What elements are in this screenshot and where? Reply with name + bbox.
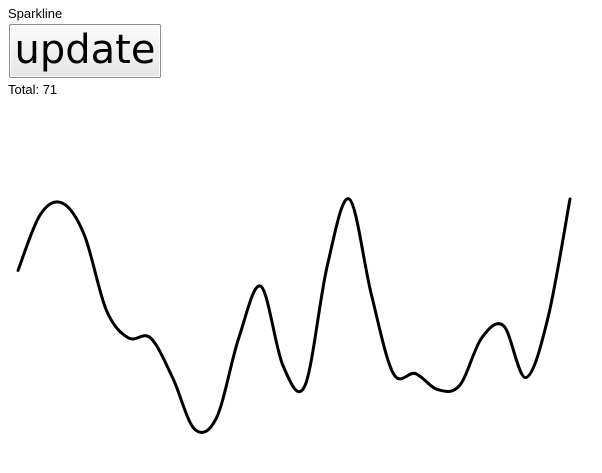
update-button[interactable]: update xyxy=(9,24,161,78)
total-readout: Total: 71 xyxy=(8,82,57,98)
sparkline-series-line xyxy=(16,197,572,434)
total-label: Total: xyxy=(8,82,40,97)
app-title: Sparkline xyxy=(8,6,63,21)
total-value: 71 xyxy=(42,82,58,97)
